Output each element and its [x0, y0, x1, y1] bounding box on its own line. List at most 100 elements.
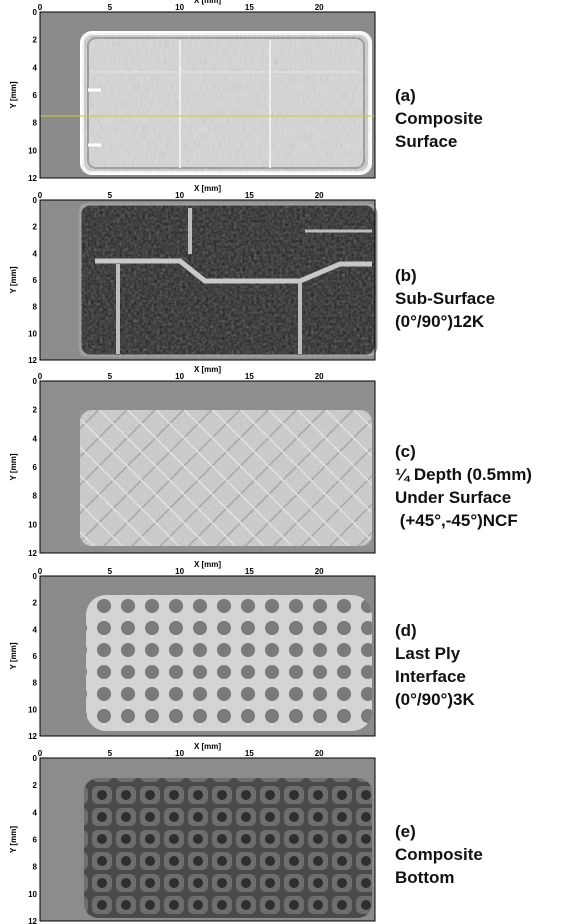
x-tick-label: 0 [38, 749, 43, 758]
y-tick-label: 8 [33, 119, 38, 128]
y-axis-left: 0 2 4 6 8 10 12 Y [mm] [9, 8, 38, 183]
y-axis-left: 0 2 4 6 8 10 12 Y [mm] [9, 754, 38, 924]
x-tick-label: 20 [315, 3, 324, 12]
y-axis-left: 0 2 4 6 8 10 12 Y [mm] [9, 572, 38, 741]
x-tick-label: 10 [175, 567, 184, 576]
y-tick-label: 4 [33, 63, 38, 72]
y-axis-label: Y [mm] [9, 266, 18, 293]
x-axis-label: X [mm] [194, 742, 221, 751]
x-tick-label: 0 [38, 191, 43, 200]
y-tick-label: 2 [33, 599, 38, 608]
x-tick-label: 0 [38, 567, 43, 576]
caption-line: Surface [395, 132, 458, 151]
x-tick-label: 5 [108, 191, 113, 200]
y-tick-label: 10 [28, 146, 37, 155]
surface-texture [82, 33, 370, 173]
y-tick-label: 0 [33, 572, 38, 581]
plot-frame [39, 575, 376, 737]
y-tick-label: 6 [33, 276, 38, 285]
x-tick-label: 5 [108, 372, 113, 381]
y-tick-label: 8 [33, 863, 38, 872]
y-tick-label: 6 [33, 836, 38, 845]
x-tick-label: 10 [175, 372, 184, 381]
x-axis-top: 0 5 10 15 20 X [mm] [38, 365, 324, 381]
x-tick-label: 0 [38, 372, 43, 381]
y-tick-label: 12 [28, 549, 37, 558]
y-tick-label: 8 [33, 679, 38, 688]
bottom-weave [84, 778, 372, 918]
y-tick-label: 0 [33, 8, 38, 17]
y-tick-label: 10 [28, 705, 37, 714]
x-tick-label: 20 [315, 372, 324, 381]
x-tick-label: 15 [245, 372, 254, 381]
caption-c: (c) ¼ Depth (0.5mm) Under Surface (+45°,… [395, 440, 532, 532]
caption-line: (c) [395, 442, 416, 461]
plot-frame [39, 380, 376, 554]
caption-line: Sub-Surface [395, 289, 496, 308]
caption-a: (a) Composite Surface [395, 84, 483, 153]
plot-frame [39, 757, 376, 922]
weave-interface [86, 595, 372, 731]
y-tick-label: 10 [28, 329, 37, 338]
x-tick-label: 20 [315, 191, 324, 200]
x-axis-top: 0 5 10 15 20 X [mm] [38, 0, 324, 12]
caption-line: Interface [395, 667, 466, 686]
scan-image-a: 0 5 10 15 20 X [mm] 0 2 4 6 8 10 12 Y [mm] [9, 0, 376, 183]
y-tick-label: 6 [33, 652, 38, 661]
x-tick-label: 15 [245, 191, 254, 200]
scan-image-c: 0 5 10 15 20 X [mm] 0 2 4 6 8 10 12 Y [mm] [9, 365, 376, 558]
y-tick-label: 12 [28, 174, 37, 183]
scan-image-b: 0 5 10 15 20 X [mm] 0 2 4 6 8 10 12 Y [mm] [9, 184, 378, 365]
x-axis-top: 0 5 10 15 20 X [mm] [38, 184, 324, 200]
caption-line: (+45°,-45°)NCF [395, 511, 518, 530]
y-tick-label: 12 [28, 356, 37, 365]
y-tick-label: 4 [33, 808, 38, 817]
y-tick-label: 0 [33, 196, 38, 205]
caption-line: (0°/90°)12K [395, 312, 485, 331]
caption-line: Under Surface [395, 488, 512, 507]
y-tick-label: 2 [33, 223, 38, 232]
x-tick-label: 0 [38, 3, 43, 12]
caption-line: (a) [395, 86, 416, 105]
x-axis-top: 0 5 10 15 20 X [mm] [38, 560, 324, 576]
y-axis-label: Y [mm] [9, 81, 18, 108]
caption-line: Composite [395, 845, 483, 864]
panel-c: 0 5 10 15 20 X [mm] 0 2 4 6 8 10 12 Y [mm] (c) ¼ Dep… [0, 365, 564, 561]
x-axis-label: X [mm] [194, 184, 221, 193]
x-tick-label: 15 [245, 3, 254, 12]
x-tick-label: 20 [315, 567, 324, 576]
x-tick-label: 10 [175, 3, 184, 12]
y-tick-label: 4 [33, 249, 38, 258]
y-tick-label: 8 [33, 492, 38, 501]
caption-line: (d) [395, 621, 417, 640]
y-axis-left: 0 2 4 6 8 10 12 Y [mm] [9, 196, 38, 365]
y-tick-label: 2 [33, 781, 38, 790]
caption-e: (e) Composite Bottom [395, 820, 483, 889]
y-tick-label: 10 [28, 520, 37, 529]
panel-a: 0 5 10 15 20 X [mm] 0 2 4 6 8 10 12 Y [mm] (a) Compo… [0, 0, 564, 186]
caption-line: Bottom [395, 868, 455, 887]
y-tick-label: 6 [33, 91, 38, 100]
y-tick-label: 2 [33, 36, 38, 45]
y-tick-label: 8 [33, 303, 38, 312]
x-tick-label: 5 [108, 567, 113, 576]
y-tick-label: 12 [28, 917, 37, 924]
y-tick-label: 6 [33, 463, 38, 472]
y-tick-label: 0 [33, 377, 38, 386]
plot-frame [39, 11, 376, 179]
ply-boundary [95, 258, 372, 284]
y-axis-left: 0 2 4 6 8 10 12 Y [mm] [9, 377, 38, 558]
y-axis-label: Y [mm] [9, 642, 18, 669]
scan-image-e: 0 5 10 15 20 X [mm] 0 2 4 6 8 10 12 Y [mm] [9, 742, 376, 924]
x-tick-label: 15 [245, 567, 254, 576]
y-tick-label: 2 [33, 406, 38, 415]
x-tick-label: 20 [315, 749, 324, 758]
panel-b: 0 5 10 15 20 X [mm] 0 2 4 6 8 10 12 Y [mm] (b) Sub-S… [0, 184, 564, 366]
caption-b: (b) Sub-Surface (0°/90°)12K [395, 264, 495, 333]
y-tick-label: 4 [33, 434, 38, 443]
x-axis-label: X [mm] [194, 0, 221, 5]
panel-e: 0 5 10 15 20 X [mm] 0 2 4 6 8 10 12 Y [mm] (e) Compo… [0, 742, 564, 924]
y-tick-label: 12 [28, 732, 37, 741]
y-axis-label: Y [mm] [9, 453, 18, 480]
x-tick-label: 5 [108, 749, 113, 758]
